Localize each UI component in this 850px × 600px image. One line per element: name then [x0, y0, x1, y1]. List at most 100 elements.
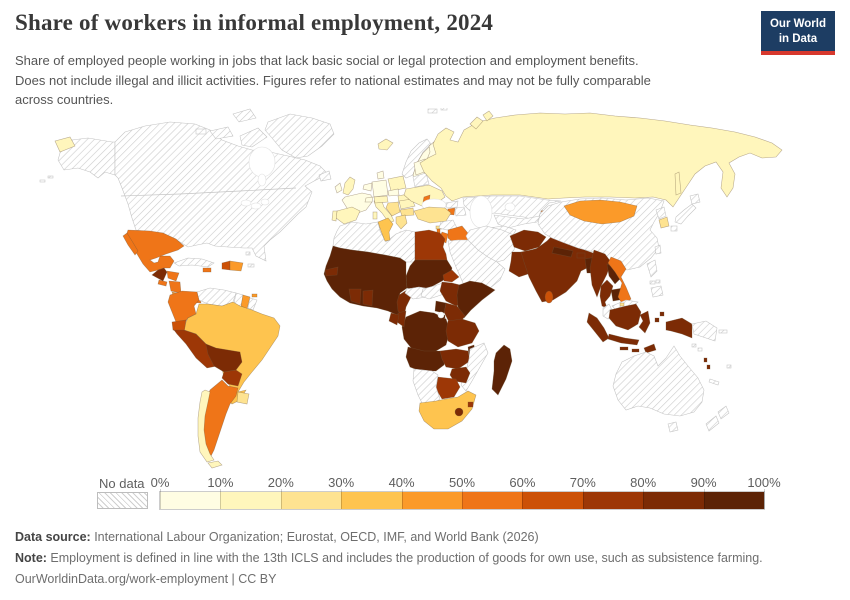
- legend-bin-30-40%[interactable]: [341, 492, 402, 509]
- country-papua-new-guinea[interactable]: [718, 329, 728, 334]
- country-ghana[interactable]: [362, 289, 374, 307]
- country-greenland[interactable]: [264, 113, 335, 159]
- country-dominican-republic[interactable]: [229, 260, 244, 272]
- country-bahamas[interactable]: [245, 251, 251, 256]
- legend-bin-70-80%[interactable]: [582, 492, 644, 509]
- country-canada[interactable]: [209, 126, 234, 140]
- country-indonesia[interactable]: [654, 317, 660, 323]
- country-canada[interactable]: [239, 127, 268, 148]
- country-lesotho[interactable]: [454, 407, 464, 417]
- country-madagascar[interactable]: [491, 344, 513, 396]
- country-trinidad-and-tobago[interactable]: [251, 293, 258, 298]
- legend-bin-40-50%[interactable]: [401, 492, 463, 509]
- country-mongolia[interactable]: [563, 199, 638, 225]
- country-tanzania[interactable]: [445, 318, 480, 348]
- country-uzbekistan[interactable]: [493, 214, 541, 229]
- country-indonesia[interactable]: [631, 348, 640, 353]
- country-ireland[interactable]: [334, 182, 343, 194]
- country-mexico[interactable]: [122, 232, 139, 256]
- country-belarus[interactable]: [412, 172, 430, 188]
- country-mali[interactable]: [323, 245, 408, 320]
- country-spain[interactable]: [335, 206, 361, 225]
- country-solomon-islands[interactable]: [691, 343, 697, 348]
- country-uruguay[interactable]: [236, 391, 250, 405]
- country-cote-d-ivoire[interactable]: [348, 288, 362, 305]
- country-canada[interactable]: [195, 128, 207, 135]
- country-tunisia[interactable]: [377, 217, 394, 242]
- country-italy[interactable]: [372, 211, 378, 220]
- country-chile[interactable]: [197, 389, 215, 463]
- country-cuba[interactable]: [173, 257, 215, 268]
- country-romania[interactable]: [398, 198, 416, 210]
- legend-bin-20-30%[interactable]: [280, 492, 342, 509]
- country-indonesia[interactable]: [607, 333, 640, 346]
- country-guatemala[interactable]: [151, 267, 168, 282]
- country-bhutan[interactable]: [576, 252, 586, 259]
- country-philippines[interactable]: [649, 280, 656, 285]
- country-austria[interactable]: [373, 195, 389, 204]
- legend-bin-0-10%[interactable]: [160, 492, 221, 509]
- country-japan[interactable]: [689, 193, 701, 205]
- country-japan[interactable]: [670, 225, 678, 232]
- country-haiti[interactable]: [221, 260, 231, 271]
- country-united-states[interactable]: [39, 179, 46, 183]
- country-myanmar[interactable]: [589, 249, 612, 298]
- legend-bin-90-100%[interactable]: [703, 492, 765, 509]
- country-jamaica[interactable]: [202, 267, 212, 273]
- legend-bin-50-60%[interactable]: [462, 492, 523, 509]
- country-canada[interactable]: [232, 108, 257, 123]
- country-vanuatu[interactable]: [706, 364, 711, 370]
- country-saudi-arabia[interactable]: [447, 239, 506, 294]
- country-vanuatu[interactable]: [703, 357, 708, 363]
- country-portugal[interactable]: [331, 210, 338, 222]
- country-russia[interactable]: [482, 110, 494, 122]
- country-nicaragua[interactable]: [168, 280, 182, 294]
- country-indonesia[interactable]: [608, 303, 642, 331]
- country-bolivia[interactable]: [205, 343, 243, 373]
- country-new-caledonia[interactable]: [708, 378, 720, 386]
- country-czechia[interactable]: [387, 188, 400, 197]
- country-zambia[interactable]: [439, 348, 471, 370]
- country-indonesia[interactable]: [638, 310, 651, 334]
- country-svalbard[interactable]: [427, 108, 438, 114]
- country-russia[interactable]: [674, 171, 682, 196]
- country-switzerland[interactable]: [364, 196, 374, 203]
- country-puerto-rico[interactable]: [247, 263, 255, 268]
- country-somalia[interactable]: [456, 280, 496, 319]
- country-sri-lanka[interactable]: [544, 290, 554, 304]
- country-russia[interactable]: [54, 136, 76, 153]
- owid-logo[interactable]: Our World in Data: [760, 11, 835, 55]
- country-united-states[interactable]: [47, 175, 54, 179]
- country-united-kingdom[interactable]: [342, 176, 356, 196]
- country-indonesia[interactable]: [619, 346, 629, 351]
- country-south-africa[interactable]: [418, 390, 477, 430]
- country-azerbaijan[interactable]: [454, 206, 467, 217]
- country-indonesia[interactable]: [665, 317, 693, 339]
- country-north-korea[interactable]: [655, 206, 667, 220]
- country-indonesia[interactable]: [659, 311, 665, 317]
- country-greece[interactable]: [395, 214, 408, 230]
- country-japan[interactable]: [674, 203, 697, 225]
- country-eswatini[interactable]: [467, 401, 474, 408]
- country-philippines[interactable]: [655, 279, 661, 284]
- country-paraguay[interactable]: [221, 369, 243, 387]
- country-nepal[interactable]: [551, 246, 574, 258]
- legend-bin-10-20%[interactable]: [220, 492, 281, 509]
- country-botswana[interactable]: [435, 376, 461, 400]
- country-papua-new-guinea[interactable]: [691, 320, 718, 342]
- country-philippines[interactable]: [650, 285, 664, 298]
- country-senegal[interactable]: [324, 266, 339, 277]
- country-peru[interactable]: [173, 329, 218, 369]
- country-brunei[interactable]: [619, 302, 625, 307]
- country-uganda[interactable]: [434, 300, 447, 314]
- legend-bin-60-70%[interactable]: [522, 492, 583, 509]
- country-thailand[interactable]: [599, 279, 614, 309]
- country-bulgaria[interactable]: [399, 207, 415, 217]
- country-gabon[interactable]: [388, 312, 400, 326]
- legend-bin-80-90%[interactable]: [643, 492, 704, 509]
- country-taiwan[interactable]: [654, 244, 662, 255]
- country-solomon-islands[interactable]: [697, 347, 703, 352]
- country-australia[interactable]: [612, 345, 705, 417]
- country-democratic-republic-of-congo[interactable]: [401, 310, 451, 354]
- country-russia[interactable]: [469, 116, 484, 130]
